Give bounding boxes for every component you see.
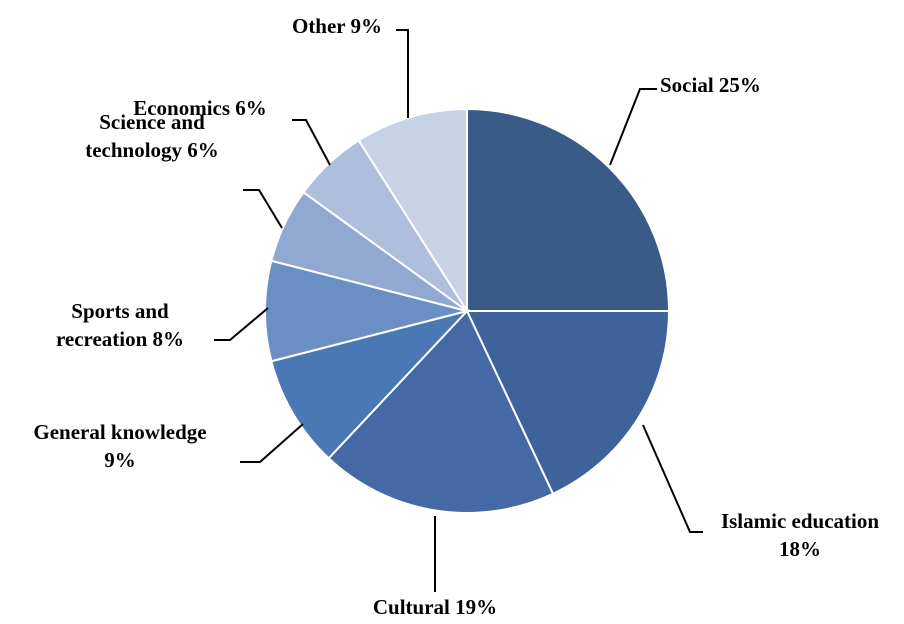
slice-label-islamic-education: Islamic education 18% [721, 509, 879, 561]
slice-label-line: Science and [99, 110, 205, 134]
slice-label-line: Other 9% [292, 14, 382, 38]
leader-lines [214, 29, 703, 592]
slice-label-line: Islamic education [721, 509, 879, 533]
slice-label-line: 9% [104, 448, 136, 472]
leader-line-other [396, 29, 409, 118]
pie-slice-islamic-education [465, 310, 671, 496]
leader-line-social [609, 88, 657, 166]
slice-label-sports-and-recreation: Sports and recreation 8% [56, 299, 184, 351]
slice-label-social: Social 25% [660, 73, 761, 97]
leader-line-economics [292, 119, 331, 166]
pie-slices [264, 107, 671, 514]
slice-label-line: technology 6% [85, 138, 219, 162]
slice-label-line: General knowledge [33, 420, 206, 444]
leader-line-sports-and-recreation [214, 307, 269, 341]
slice-label-line: Economics 6% [133, 96, 267, 120]
slice-label-general-knowledge: General knowledge 9% [33, 420, 206, 472]
slice-label-cultural: Cultural 19% [373, 595, 497, 619]
slice-label-line: recreation 8% [56, 327, 184, 351]
slice-label-line: Cultural 19% [373, 595, 497, 619]
slice-label-line: Sports and [71, 299, 169, 323]
leader-line-science-and-technology [243, 189, 283, 229]
leader-line-general-knowledge [240, 423, 304, 463]
slice-labels: Social 25% Islamic education 18% Cultural 1… [33, 14, 879, 619]
slice-label-line: Social 25% [660, 73, 761, 97]
slice-label-economics: Economics 6% [133, 96, 267, 120]
pie-slice-other [357, 107, 468, 315]
pie-slice-social [466, 107, 671, 312]
slice-label-line: 18% [779, 537, 821, 561]
slice-label-science-and-technology: Science and technology 6% [85, 110, 219, 162]
slice-label-other: Other 9% [292, 14, 382, 38]
pie-slice-cultural [327, 309, 555, 514]
leader-line-islamic-education [642, 424, 703, 533]
pie-slice-general-knowledge [270, 309, 471, 460]
